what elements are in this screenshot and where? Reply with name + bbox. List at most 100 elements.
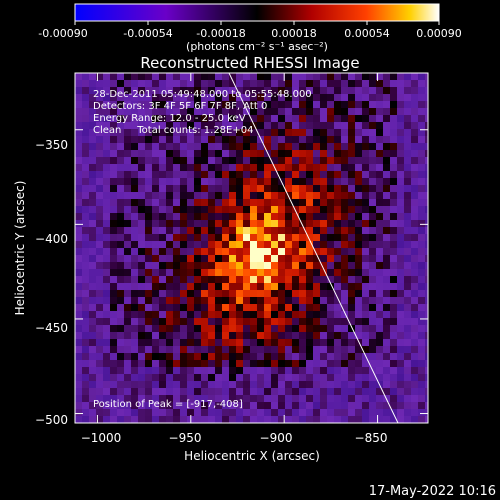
heatmap-cell [355,206,362,213]
heatmap-cell [278,171,285,178]
heatmap-cell [173,248,180,255]
heatmap-cell [96,122,103,129]
heatmap-cell [334,374,341,381]
heatmap-cell [299,311,306,318]
heatmap-cell [334,325,341,332]
heatmap-cell [341,332,348,339]
heatmap-cell [383,150,390,157]
heatmap-cell [341,178,348,185]
heatmap-cell [159,94,166,101]
heatmap-cell [376,388,383,395]
heatmap-cell [180,234,187,241]
heatmap-cell [250,374,257,381]
heatmap-cell [292,136,299,143]
heatmap-cell [229,409,236,416]
heatmap-cell [222,304,229,311]
solar-limb-line [228,73,399,423]
heatmap-cell [376,395,383,402]
heatmap-cell [229,346,236,353]
heatmap-cell [180,94,187,101]
heatmap-cell [390,248,397,255]
heatmap-cell [418,192,425,199]
heatmap-cell [124,150,131,157]
heatmap-cell [138,290,145,297]
heatmap-cell [89,269,96,276]
heatmap-cell [425,395,428,402]
heatmap-cell [124,360,131,367]
heatmap-cell [243,269,250,276]
heatmap-cell [103,360,110,367]
heatmap-cell [82,87,89,94]
heatmap-cell [173,402,180,409]
heatmap-cell [131,416,138,423]
heatmap-cell [96,318,103,325]
heatmap-cell [257,395,264,402]
heatmap-cell [229,199,236,206]
heatmap-cell [425,409,428,416]
heatmap-cell [404,157,411,164]
heatmap-cell [222,136,229,143]
heatmap-cell [397,255,404,262]
heatmap-cell [236,388,243,395]
heatmap-cell [418,409,425,416]
heatmap-cell [404,136,411,143]
heatmap-cell [180,178,187,185]
heatmap-cell [173,304,180,311]
heatmap-cell [425,143,428,150]
heatmap-cell [257,178,264,185]
heatmap-cell [194,227,201,234]
heatmap-cell [292,353,299,360]
heatmap-cell [355,227,362,234]
heatmap-cell [82,108,89,115]
heatmap-cell [243,297,250,304]
heatmap-cell [152,374,159,381]
heatmap-cell [250,304,257,311]
heatmap-cell [369,332,376,339]
heatmap-cell [264,395,271,402]
heatmap-cell [173,367,180,374]
heatmap-cell [110,115,117,122]
heatmap-cell [425,339,428,346]
heatmap-cell [159,290,166,297]
heatmap-cell [397,178,404,185]
heatmap-cell [201,227,208,234]
heatmap-cell [411,122,418,129]
heatmap-cell [292,87,299,94]
heatmap-cell [194,150,201,157]
heatmap-cell [320,178,327,185]
heatmap-cell [243,402,250,409]
heatmap-cell [362,192,369,199]
heatmap-cell [250,360,257,367]
heatmap-cell [278,283,285,290]
heatmap-cell [201,122,208,129]
heatmap-cell [355,136,362,143]
heatmap-cell [159,360,166,367]
heatmap-cell [390,192,397,199]
heatmap-cell [124,164,131,171]
heatmap-cell [369,276,376,283]
heatmap-cell [138,129,145,136]
heatmap-cell [208,248,215,255]
heatmap-cell [229,164,236,171]
heatmap-cell [229,185,236,192]
heatmap-cell [369,346,376,353]
heatmap-cell [257,318,264,325]
heatmap-cell [215,283,222,290]
heatmap-cell [187,325,194,332]
heatmap-cell [180,269,187,276]
heatmap-cell [369,374,376,381]
heatmap-cell [159,367,166,374]
heatmap-cell [131,192,138,199]
heatmap-cell [264,374,271,381]
heatmap-cell [229,227,236,234]
heatmap-cell [313,374,320,381]
heatmap-cell [334,416,341,423]
heatmap-cell [397,283,404,290]
heatmap-cell [271,255,278,262]
heatmap-cell [208,143,215,150]
heatmap-cell [243,150,250,157]
heatmap-cell [292,122,299,129]
heatmap-cell [117,388,124,395]
heatmap-cell [96,150,103,157]
heatmap-cell [124,199,131,206]
